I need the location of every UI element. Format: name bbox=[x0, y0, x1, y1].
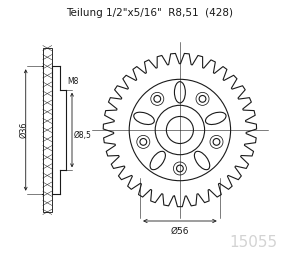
Text: Ø36: Ø36 bbox=[19, 122, 28, 138]
Text: 15055: 15055 bbox=[229, 235, 278, 250]
Text: M8: M8 bbox=[67, 77, 79, 86]
Text: Ø56: Ø56 bbox=[171, 227, 189, 236]
Text: Teilung 1/2"x5/16"  R8,51  (428): Teilung 1/2"x5/16" R8,51 (428) bbox=[67, 8, 233, 18]
Text: Ø8,5: Ø8,5 bbox=[73, 131, 91, 140]
Bar bbox=[43, 48, 52, 212]
